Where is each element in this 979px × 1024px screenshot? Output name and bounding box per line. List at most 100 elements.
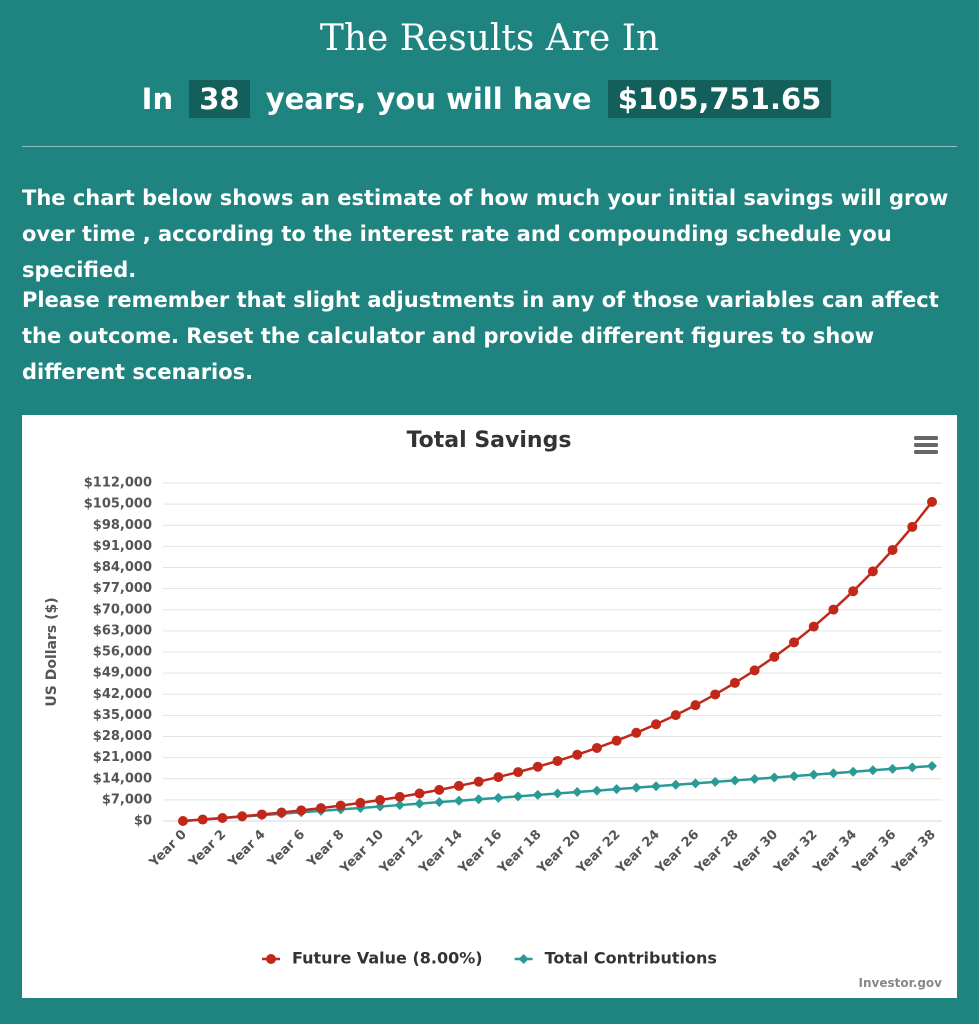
paragraph: Please remember that slight adjustments … [22,288,939,384]
point [769,772,780,783]
point [532,761,543,772]
x-tick-label: Year 6 [264,827,308,871]
point [651,781,662,792]
point [493,772,504,783]
point [710,776,721,787]
point [907,762,918,773]
y-axis-title: US Dollars ($) [44,597,60,706]
point [532,789,543,800]
point [710,689,721,700]
menu-button[interactable] [914,436,938,454]
y-tick-label: $42,000 [93,687,152,702]
point [434,797,445,808]
amount: $105,751.65 [607,80,832,118]
point [591,785,602,796]
y-tick-label: $84,000 [93,560,152,575]
point [513,767,524,778]
point [848,586,859,597]
x-tick-label: Year 4 [225,827,269,871]
point [256,809,267,820]
y-tick-label: $35,000 [93,708,152,723]
point [651,719,662,730]
point [572,749,583,760]
point [375,795,386,806]
divider [22,146,957,147]
point [414,798,425,809]
y-tick-label: $14,000 [93,771,152,786]
point [828,768,839,779]
point [690,778,701,789]
y-tick-label: $7,000 [102,792,152,807]
point [749,665,760,676]
point [927,760,937,771]
point [493,792,504,803]
point [453,795,464,806]
point [473,794,484,805]
menu-bar [914,443,938,447]
point [867,566,878,577]
point [518,954,529,964]
point [355,797,366,808]
point [670,779,681,790]
y-tick-label: $105,000 [84,497,152,512]
menu-bar [914,436,938,440]
point [237,811,248,822]
point [808,621,819,632]
point [887,544,898,555]
point [611,784,622,795]
point [631,782,642,793]
y-tick-label: $63,000 [93,623,152,638]
point [197,814,208,825]
point [789,637,800,648]
y-tick-label: $0 [134,814,152,829]
menu-bar [914,450,938,454]
legend-label: Future Value (8.00%) [292,949,483,968]
point [572,787,583,798]
point [631,727,642,738]
paragraph: The chart below shows an estimate of how… [22,186,949,282]
y-tick-label: $28,000 [93,729,152,744]
y-tick-label: $70,000 [93,602,152,617]
point [552,788,563,799]
y-tick-label: $56,000 [93,645,152,660]
point [907,521,918,532]
point [848,766,859,777]
point [434,784,445,795]
y-tick-label: $98,000 [93,518,152,533]
point [670,710,681,721]
legend-label: Total Contributions [545,949,717,968]
chart: Total Savings US Dollars ($) Investor.go… [44,428,942,990]
years: 38 [189,80,250,118]
results-summary: In 38 years, you will have $105,751.65 [0,80,979,118]
point [690,700,701,711]
x-tick-label: Year 2 [186,827,230,871]
point [178,816,188,826]
point [473,776,484,787]
point [789,771,800,782]
point [749,773,760,784]
chart-title: Total Savings [407,428,572,453]
point [394,791,405,802]
point [513,791,524,802]
point [394,800,405,811]
y-tick-label: $49,000 [93,666,152,681]
point [867,765,878,776]
point [591,742,602,753]
point [266,954,276,964]
point [414,788,425,799]
point [611,735,622,746]
lead: In [141,82,174,116]
point [453,780,464,791]
point [729,775,740,786]
point [828,604,839,615]
point [769,651,780,662]
middle: years, you will have [265,82,592,116]
y-tick-label: $77,000 [93,581,152,596]
point [927,496,937,507]
credit: Investor.gov [858,976,942,990]
x-tick-label: Year 0 [146,827,190,871]
chart-container: Total Savings US Dollars ($) Investor.go… [22,415,957,998]
point [808,769,819,780]
point [729,677,740,688]
